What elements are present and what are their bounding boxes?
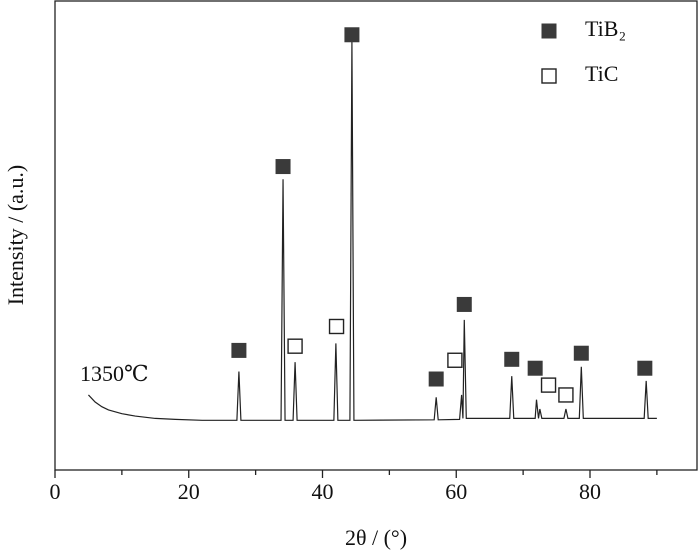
x-tick-label: 0 — [50, 479, 61, 504]
x-tick-label: 40 — [312, 479, 334, 504]
spectrum-line — [88, 40, 657, 421]
peak-marker — [287, 338, 303, 354]
x-tick-label: 60 — [445, 479, 467, 504]
plot-frame — [54, 0, 698, 471]
annotation: 1350℃ — [80, 361, 149, 386]
peak-marker — [527, 360, 543, 376]
y-axis-label: Intensity / (a.u.) — [3, 165, 28, 306]
x-tick-label: 80 — [579, 479, 601, 504]
peak-marker — [447, 352, 463, 368]
peak-marker — [275, 159, 291, 175]
peak-marker — [504, 351, 520, 367]
legend-label: TiC — [585, 61, 618, 86]
peak-marker — [344, 27, 360, 43]
legend-marker — [541, 23, 557, 39]
x-tick-label: 20 — [178, 479, 200, 504]
peak-marker — [637, 360, 653, 376]
peak-marker — [428, 371, 444, 387]
legend-label: TiB₂ — [585, 16, 626, 41]
x-axis-label: 2θ / (°) — [345, 525, 407, 550]
peak-marker — [456, 296, 472, 312]
peak-marker — [328, 318, 345, 335]
peak-marker — [558, 387, 574, 403]
peak-marker — [573, 345, 589, 361]
peak-marker — [231, 342, 247, 358]
legend-marker — [541, 68, 557, 84]
peak-marker — [540, 377, 557, 393]
